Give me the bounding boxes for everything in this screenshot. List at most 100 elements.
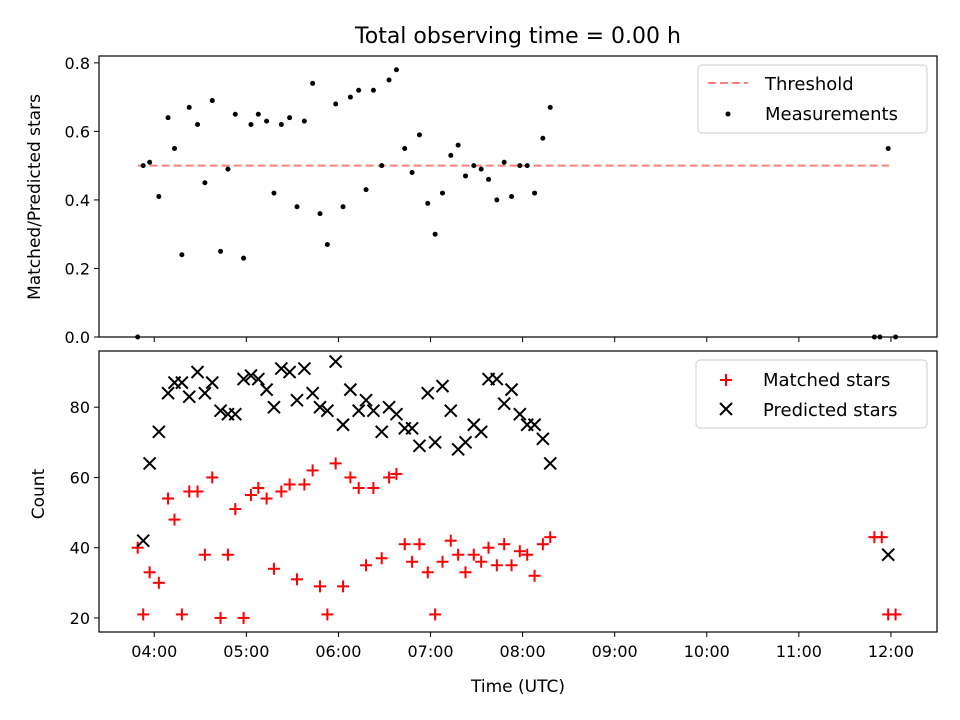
measurement-point	[370, 87, 376, 93]
bottom-xtick-label: 11:00	[776, 642, 822, 661]
bottom-xtick-label: 12:00	[868, 642, 914, 661]
bottom-xtick-label: 06:00	[315, 642, 361, 661]
measurement-point	[310, 80, 316, 86]
predicted-star-marker	[142, 456, 157, 471]
matched-star-marker	[536, 538, 549, 551]
predicted-star-marker	[313, 400, 327, 414]
measurement-point	[165, 115, 171, 121]
bottom-ytick-label: 60	[70, 468, 90, 487]
matched-star-marker	[505, 559, 518, 572]
measurement-point	[425, 200, 431, 206]
predicted-star-marker-b	[297, 361, 312, 376]
chart-title: Total observing time = 0.00 h	[354, 24, 681, 49]
measurement-point	[248, 122, 254, 128]
measurement-point	[363, 187, 369, 193]
predicted-star-marker-b	[474, 425, 488, 439]
measurement-point	[264, 118, 270, 124]
measurement-point	[432, 231, 438, 237]
matched-star-marker	[283, 478, 296, 491]
top-ylabel: Matched/Predicted stars	[25, 94, 45, 300]
predicted-star-marker-b	[328, 354, 343, 369]
measurement-point	[347, 94, 353, 100]
predicted-star-marker-b	[375, 425, 389, 439]
bottom-xtick-label: 10:00	[684, 642, 730, 661]
predicted-star-marker	[205, 375, 219, 390]
measurement-point	[195, 122, 201, 128]
measurement-point	[386, 77, 392, 83]
matched-star-marker	[398, 538, 411, 551]
predicted-star-marker	[336, 418, 350, 432]
predicted-star-marker	[290, 393, 304, 407]
predicted-star-marker-b	[351, 404, 366, 418]
top-legend: Threshold Measurements	[697, 64, 928, 134]
predicted-star-marker	[267, 400, 281, 414]
measurement-point	[294, 204, 300, 210]
matched-star-marker	[131, 541, 144, 554]
measurement-point	[172, 146, 178, 152]
predicted-star-marker-b	[543, 456, 557, 471]
predicted-star-marker	[527, 418, 542, 432]
predicted-star-marker	[543, 456, 557, 471]
bottom-ytick-label: 20	[70, 609, 90, 628]
measurement-point	[517, 163, 523, 169]
predicted-star-marker	[389, 407, 404, 421]
predicted-star-marker-b	[267, 400, 281, 414]
predicted-star-marker	[328, 354, 343, 369]
predicted-star-marker	[182, 389, 196, 404]
predicted-star-marker-b	[142, 456, 157, 471]
predicted-star-marker-b	[161, 386, 175, 400]
predicted-star-marker	[412, 439, 427, 453]
top-ytick-label: 0.0	[65, 328, 90, 347]
predicted-star-marker	[236, 372, 251, 386]
predicted-star-marker-b	[152, 425, 166, 439]
measurement-point	[218, 248, 224, 254]
legend-measurements-label: Measurements	[765, 104, 898, 125]
measurement-point	[179, 252, 185, 258]
predicted-star-marker	[152, 425, 166, 439]
bottom-ytick-label: 40	[70, 539, 90, 558]
predicted-star-marker	[359, 393, 373, 407]
bottom-xtick-label: 05:00	[223, 642, 269, 661]
legend-predicted-swatch	[719, 402, 733, 416]
matched-star-marker	[168, 513, 181, 526]
measurement-point	[209, 98, 215, 104]
bottom-ytick-label: 80	[70, 398, 90, 417]
predicted-star-marker	[513, 407, 527, 421]
measurement-point	[356, 87, 362, 93]
top-ytick-label: 0.4	[65, 191, 90, 210]
bottom-plot-area: 20 40 60 80 04:00 05:00 06:00 07:00 08:00 09:00 10…	[70, 350, 938, 661]
matched-star-marker	[367, 481, 380, 494]
matched-star-marker	[482, 541, 495, 554]
top-axes-frame	[98, 55, 938, 338]
measurement-point	[324, 241, 330, 247]
predicted-star-marker-b	[313, 400, 327, 414]
predicted-star-marker-b	[881, 548, 895, 562]
predicted-star-marker-b	[290, 393, 304, 407]
predicted-star-marker-b	[343, 382, 358, 397]
predicted-star-marker	[198, 386, 212, 400]
predicted-star-marker-b	[213, 404, 228, 418]
predicted-star-marker-b	[536, 432, 550, 446]
predicted-star-marker-b	[136, 533, 150, 548]
matched-star-marker	[490, 559, 503, 572]
top-ytick-label: 0.8	[65, 54, 90, 73]
measurement-point	[547, 104, 553, 110]
legend-predicted-label: Predicted stars	[763, 400, 897, 421]
predicted-star-marker	[421, 386, 435, 400]
bottom-axes-frame	[98, 350, 938, 633]
bottom-legend: Matched stars Predicted stars	[695, 359, 928, 429]
predicted-star-marker-b	[205, 375, 219, 390]
matched-star-marker	[267, 562, 280, 575]
measurement-point	[448, 152, 454, 158]
measurement-point	[225, 166, 231, 172]
measurement-point	[455, 142, 461, 148]
measurement-point	[186, 104, 192, 110]
matched-star-marker	[383, 471, 396, 484]
predicted-star-marker-b	[389, 407, 404, 421]
predicted-star-marker	[474, 425, 488, 439]
matched-star-marker	[214, 611, 227, 624]
matched-star-marker	[337, 580, 350, 593]
matched-star-marker	[444, 534, 457, 547]
predicted-star-marker	[190, 365, 205, 379]
bottom-ylabel: Count	[29, 468, 49, 519]
